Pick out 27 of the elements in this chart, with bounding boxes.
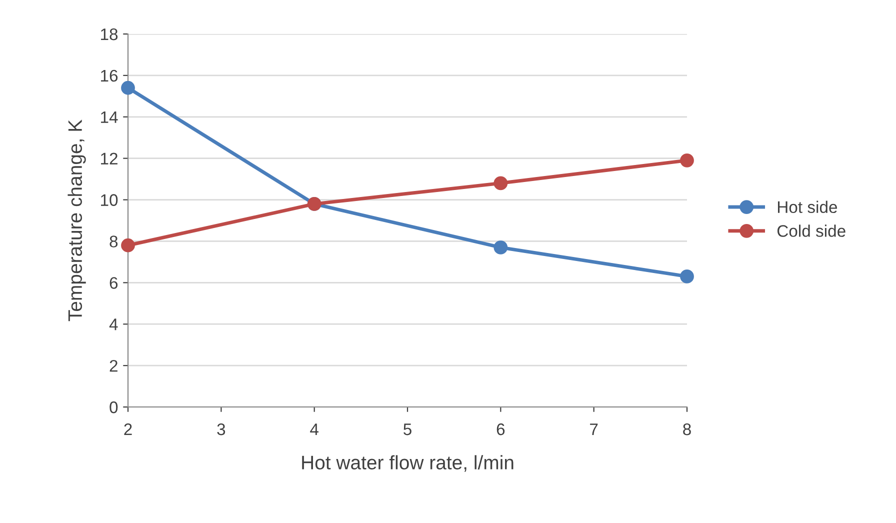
point xyxy=(494,240,508,254)
x-tick-label: 8 xyxy=(683,423,691,436)
x-tick-label: 5 xyxy=(404,424,412,436)
x-tick-label: 7 xyxy=(590,424,598,436)
point xyxy=(680,153,694,168)
point xyxy=(680,270,694,284)
legend-label: Hot side xyxy=(778,200,838,214)
y-tick-label: 14 xyxy=(101,111,118,123)
y-axis-title: Temperature change, K xyxy=(68,120,86,322)
y-tick-label: 10 xyxy=(101,194,118,206)
y-tick-label: 8 xyxy=(110,236,118,248)
x-tick-label: 6 xyxy=(496,423,505,436)
y-tick-label: 0 xyxy=(110,401,118,414)
y-tick-label: 4 xyxy=(109,318,118,330)
point xyxy=(121,238,135,252)
point xyxy=(494,176,508,190)
x-tick-label: 4 xyxy=(310,424,318,436)
x-tick-label: 3 xyxy=(217,423,226,436)
y-tick-label: 12 xyxy=(101,152,118,164)
point xyxy=(121,80,135,95)
y-tick-label: 2 xyxy=(110,360,118,372)
y-tick-label: 18 xyxy=(101,28,118,40)
x-tick-label: 2 xyxy=(124,423,132,436)
y-tick-label: 6 xyxy=(110,277,118,289)
x-axis-title: Hot water flow rate, l/min xyxy=(302,455,514,472)
y-tick-label: 16 xyxy=(101,70,118,82)
legend-label: Cold side xyxy=(777,224,846,237)
